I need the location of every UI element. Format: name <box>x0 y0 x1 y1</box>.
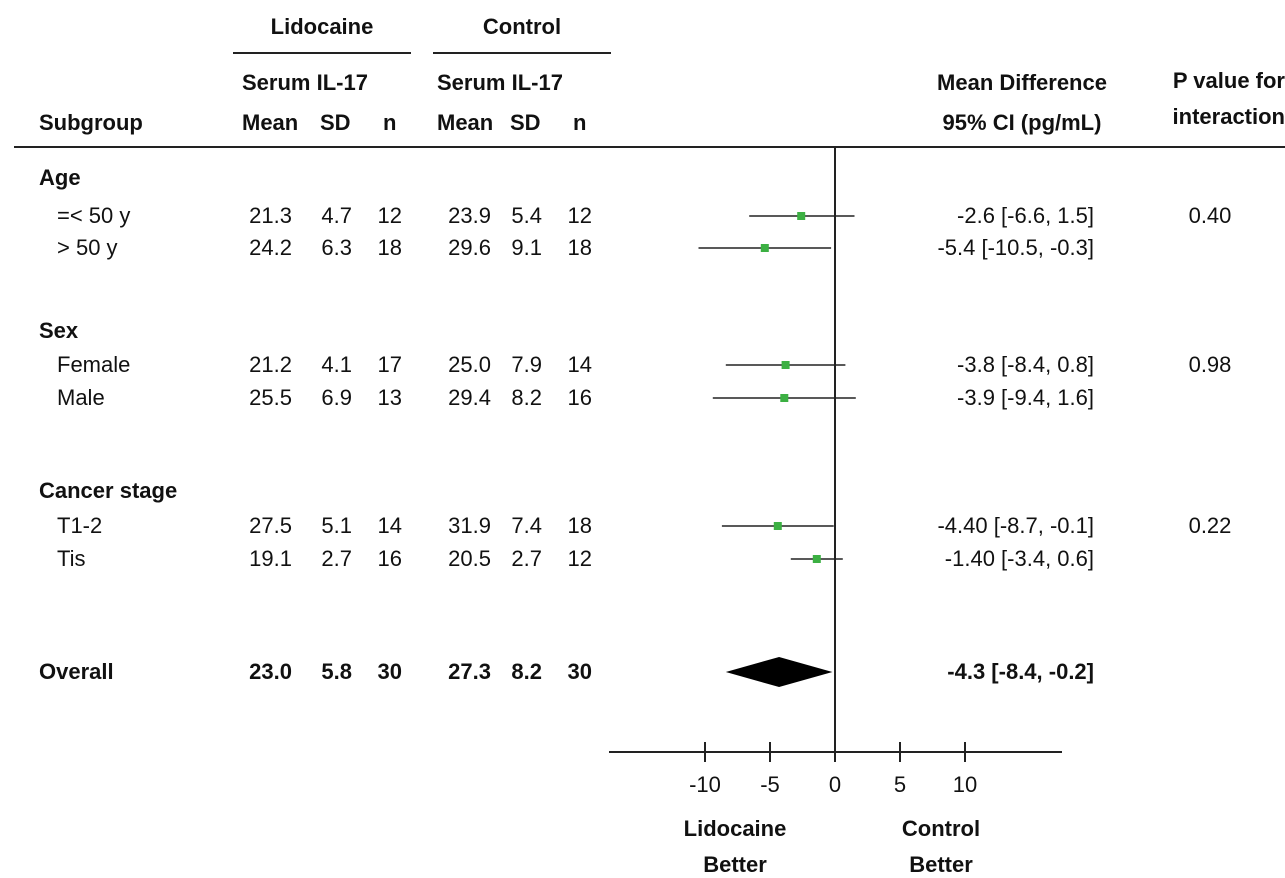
subgroup-label: Tis <box>57 546 86 571</box>
subgroup-label: Male <box>57 385 105 410</box>
p-header-line2: interaction <box>1172 104 1285 129</box>
ctrl-sd-cell: 7.9 <box>511 352 542 377</box>
ctrl-sd-cell: 9.1 <box>511 235 542 260</box>
axis-right-label-line1: Control <box>901 816 981 841</box>
x-tick-label: 10 <box>953 772 977 797</box>
lido-n-cell: 12 <box>377 203 402 228</box>
lido-n-cell: 13 <box>377 385 402 410</box>
header-lidocaine-underline <box>233 52 411 54</box>
overall-label: Overall <box>39 659 114 684</box>
mean-difference-ci-cell: -4.3 [-8.4, -0.2] <box>947 659 1094 684</box>
lido-mean-cell: 19.1 <box>249 546 292 571</box>
mean-difference-ci-cell: -3.8 [-8.4, 0.8] <box>957 352 1094 377</box>
lido-mean-cell: 27.5 <box>249 513 292 538</box>
lido-sd-cell: 5.1 <box>321 513 352 538</box>
ctrl-n-cell: 12 <box>567 546 592 571</box>
header-control-underline <box>433 52 611 54</box>
p-header-line1: P value for <box>1172 68 1285 93</box>
lido-mean-cell: 21.3 <box>249 203 292 228</box>
subgroup-label: =< 50 y <box>57 203 131 228</box>
point-estimate-marker <box>812 555 821 563</box>
mean-difference-ci-cell: -1.40 [-3.4, 0.6] <box>944 546 1094 571</box>
lido-n-cell: 18 <box>377 235 402 260</box>
ctrl-n-cell: 16 <box>567 385 592 410</box>
p-interaction-cell: 0.22 <box>1188 513 1232 538</box>
axis-right-label-line2: Better <box>909 852 973 877</box>
ctrl-sd-cell: 5.4 <box>511 203 542 228</box>
mean-difference-ci-cell: -5.4 [-10.5, -0.3] <box>937 235 1094 260</box>
lido-sd-cell: 4.1 <box>321 352 352 377</box>
x-tick-label: 5 <box>894 772 906 797</box>
group-label: Sex <box>39 318 79 343</box>
group-label: Age <box>39 165 81 190</box>
mean-difference-ci-cell: -4.40 [-8.7, -0.1] <box>937 513 1094 538</box>
lido-mean-cell: 23.0 <box>249 659 292 684</box>
ctrl-n-header: n <box>573 110 587 135</box>
lido-n-cell: 16 <box>377 546 402 571</box>
x-tick-label: -5 <box>760 772 780 797</box>
ctrl-serum-label: Serum IL-17 <box>437 70 563 95</box>
subgroup-label: T1-2 <box>57 513 103 538</box>
mean-difference-ci-cell: -2.6 [-6.6, 1.5] <box>957 203 1094 228</box>
ctrl-mean-cell: 25.0 <box>448 352 491 377</box>
ctrl-sd-cell: 8.2 <box>511 385 542 410</box>
axis-left-label-line1: Lidocaine <box>683 816 787 841</box>
lido-sd-cell: 4.7 <box>321 203 352 228</box>
ctrl-mean-cell: 20.5 <box>448 546 491 571</box>
lido-mean-cell: 21.2 <box>249 352 292 377</box>
lido-serum-label: Serum IL-17 <box>242 70 368 95</box>
x-tick-label: -10 <box>689 772 721 797</box>
group-label: Cancer stage <box>39 478 178 503</box>
point-estimate-marker <box>780 394 789 402</box>
ctrl-mean-cell: 31.9 <box>448 513 491 538</box>
ctrl-n-cell: 12 <box>567 203 592 228</box>
header-lidocaine: Lidocaine <box>270 14 374 39</box>
ctrl-mean-cell: 29.6 <box>448 235 491 260</box>
ctrl-sd-cell: 2.7 <box>511 546 542 571</box>
point-estimate-marker <box>781 361 790 369</box>
ctrl-n-cell: 30 <box>567 659 592 684</box>
ctrl-sd-header: SD <box>510 110 541 135</box>
lido-n-cell: 17 <box>377 352 402 377</box>
diff-header-line1: Mean Difference <box>937 70 1107 95</box>
lido-sd-header: SD <box>320 110 351 135</box>
lido-sd-cell: 6.9 <box>321 385 352 410</box>
point-estimate-marker <box>760 244 769 252</box>
header-control: Control <box>482 14 562 39</box>
lido-n-cell: 30 <box>377 659 402 684</box>
axis-left-label-line2: Better <box>703 852 767 877</box>
lido-mean-cell: 25.5 <box>249 385 292 410</box>
x-tick-label: 0 <box>829 772 841 797</box>
mean-difference-ci-cell: -3.9 [-9.4, 1.6] <box>957 385 1094 410</box>
lido-sd-cell: 2.7 <box>321 546 352 571</box>
point-estimate-marker <box>797 212 806 220</box>
subgroup-header: Subgroup <box>39 110 143 135</box>
ctrl-mean-cell: 29.4 <box>448 385 491 410</box>
p-interaction-cell: 0.40 <box>1188 203 1232 228</box>
lido-n-header: n <box>383 110 397 135</box>
p-interaction-cell: 0.98 <box>1188 352 1232 377</box>
diff-header-line2: 95% CI (pg/mL) <box>942 110 1102 135</box>
subgroup-label: Female <box>57 352 131 377</box>
lido-sd-cell: 6.3 <box>321 235 352 260</box>
ctrl-mean-cell: 23.9 <box>448 203 491 228</box>
lido-sd-cell: 5.8 <box>321 659 352 684</box>
ctrl-sd-cell: 7.4 <box>511 513 542 538</box>
ctrl-mean-cell: 27.3 <box>448 659 491 684</box>
ctrl-n-cell: 18 <box>567 235 592 260</box>
ctrl-n-cell: 18 <box>567 513 592 538</box>
header-divider <box>14 146 1285 148</box>
ctrl-mean-header: Mean <box>437 110 494 135</box>
point-estimate-marker <box>773 522 782 530</box>
ctrl-n-cell: 14 <box>567 352 592 377</box>
ctrl-sd-cell: 8.2 <box>511 659 542 684</box>
lido-mean-cell: 24.2 <box>249 235 292 260</box>
overall-diamond <box>725 657 833 687</box>
lido-n-cell: 14 <box>377 513 402 538</box>
subgroup-label: > 50 y <box>57 235 118 260</box>
lido-mean-header: Mean <box>242 110 299 135</box>
